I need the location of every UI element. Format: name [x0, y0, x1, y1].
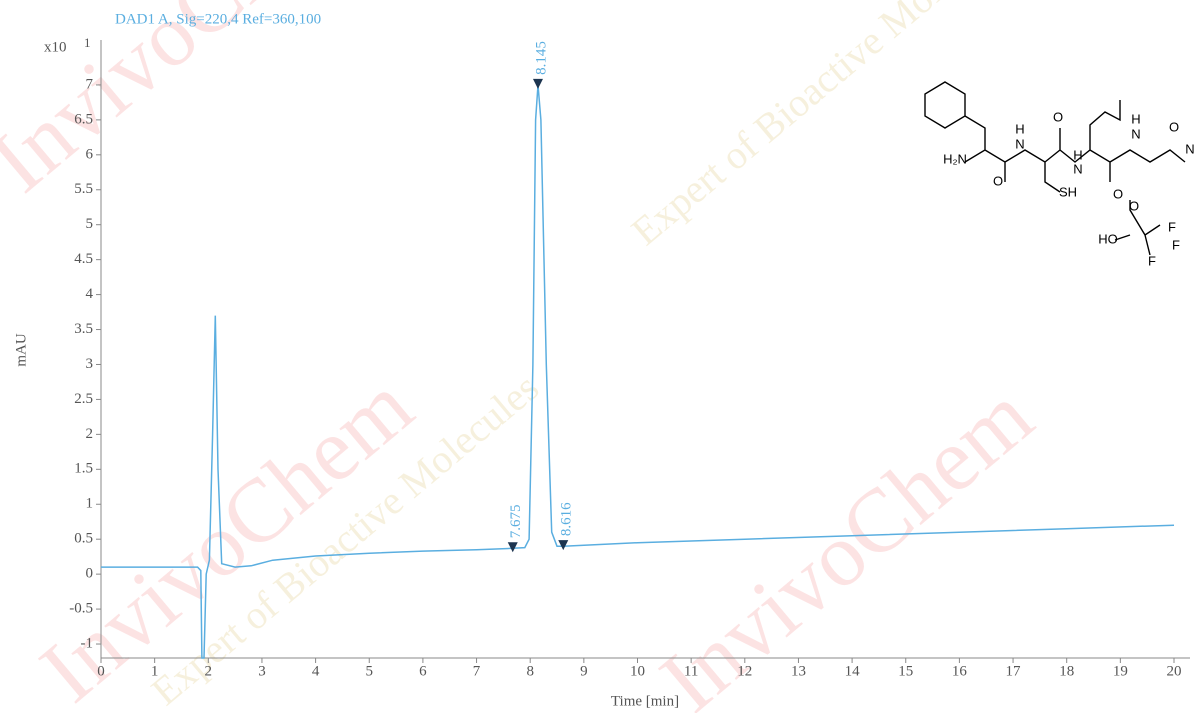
x-tick-label: 8: [526, 663, 534, 679]
x-tick-label: 3: [258, 663, 266, 679]
structure-label: F: [1148, 253, 1156, 268]
structure-label: N: [1073, 161, 1082, 176]
x-tick-label: 2: [205, 663, 213, 679]
y-tick-label: 5.5: [74, 181, 93, 197]
watermarks: InvivoChem InvivoChem InvivoChem Expert …: [0, 0, 1051, 713]
x-tick-label: 4: [312, 663, 320, 679]
y-tick-label: 1: [86, 496, 94, 512]
y-tick-label: 6: [86, 146, 94, 162]
y-exponent: 1: [84, 35, 91, 50]
structure-label: SH: [1059, 184, 1077, 199]
structure-label: O: [993, 173, 1003, 188]
structure-label: F: [1168, 219, 1176, 234]
x-tick-label: 19: [1113, 663, 1128, 679]
y-tick-label: 3.5: [74, 321, 93, 337]
watermark: Expert of Bioactive Molecules: [623, 0, 1027, 254]
x-tick-label: 13: [791, 663, 806, 679]
peak-label: 8.145: [533, 41, 549, 75]
structure-label: N: [1185, 141, 1194, 156]
x-tick-label: 11: [684, 663, 698, 679]
structure-label: N: [1131, 126, 1140, 141]
x-axis-label: Time [min]: [611, 693, 679, 709]
structure-label: H: [1073, 147, 1082, 162]
signal-title: DAD1 A, Sig=220,4 Ref=360,100: [115, 11, 321, 27]
x-tick-label: 15: [898, 663, 913, 679]
structure-label: H₂N: [943, 151, 967, 166]
y-tick-label: 2: [86, 426, 94, 442]
peak-label: 7.675: [508, 505, 524, 539]
peak-label: 8.616: [559, 502, 575, 536]
trace: [101, 84, 1175, 659]
x-tick-label: 6: [419, 663, 427, 679]
x-tick-label: 7: [473, 663, 481, 679]
y-axis-label: mAU: [13, 333, 29, 367]
x-tick-label: 17: [1006, 663, 1022, 679]
structure-label: N: [1015, 136, 1024, 151]
x-tick-label: 18: [1059, 663, 1074, 679]
x-tick-label: 0: [97, 663, 105, 679]
structure-label: H: [1131, 111, 1140, 126]
y-tick-label: 4.5: [74, 251, 93, 267]
x-tick-label: 1: [151, 663, 159, 679]
y-tick-label: 6.5: [74, 111, 93, 127]
structure-label: O: [1113, 186, 1123, 201]
y-tick-label: 2.5: [74, 391, 93, 407]
y-multiplier: x10: [44, 39, 67, 55]
y-tick-label: 3: [86, 356, 94, 372]
x-tick-label: 5: [366, 663, 374, 679]
peak-marker: [507, 542, 518, 553]
watermark: InvivoChem: [642, 366, 1050, 713]
peak-marker: [532, 78, 543, 89]
x-tick-label: 9: [580, 663, 588, 679]
structure: [924, 81, 1186, 256]
y-tick-label: -0.5: [69, 601, 93, 617]
y-tick-label: -1: [81, 635, 94, 651]
y-tick-label: 7: [86, 76, 94, 92]
x-tick-label: 16: [952, 663, 968, 679]
watermark: InvivoChem: [0, 0, 381, 211]
x-tick-label: 12: [737, 663, 752, 679]
structure-label: H: [1015, 121, 1024, 136]
y-tick-label: 0.5: [74, 531, 93, 547]
y-tick-label: 4: [86, 286, 94, 302]
structure-label: F: [1172, 237, 1180, 252]
structure-label: O: [1129, 198, 1139, 213]
y-tick-label: 1.5: [74, 461, 93, 477]
y-tick-label: 0: [86, 566, 94, 582]
structure-label: O: [1169, 119, 1179, 134]
y-tick-label: 5: [86, 216, 94, 232]
structure-label: O: [1053, 109, 1063, 124]
structure-label: HO: [1098, 231, 1118, 246]
x-tick-label: 20: [1167, 663, 1182, 679]
peak-marker: [558, 540, 569, 551]
x-tick-label: 14: [845, 663, 861, 679]
x-tick-label: 10: [630, 663, 645, 679]
